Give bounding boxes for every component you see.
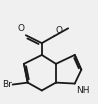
Text: O: O bbox=[18, 24, 25, 33]
Text: Br: Br bbox=[2, 80, 12, 89]
Text: O: O bbox=[56, 26, 63, 35]
Text: NH: NH bbox=[76, 86, 89, 95]
